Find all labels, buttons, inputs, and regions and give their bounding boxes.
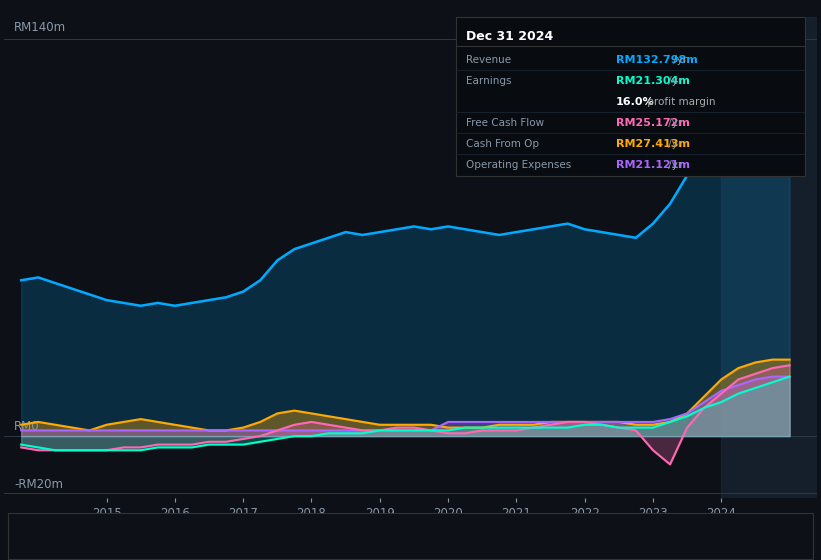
Text: ●: ●: [339, 530, 351, 543]
Text: -RM20m: -RM20m: [14, 478, 63, 491]
Text: Free Cash Flow: Free Cash Flow: [466, 118, 544, 128]
Text: RM140m: RM140m: [14, 21, 67, 34]
Text: /yr: /yr: [665, 139, 682, 149]
Text: Revenue: Revenue: [51, 531, 99, 542]
Text: ●: ●: [495, 530, 507, 543]
Text: Operating Expenses: Operating Expenses: [675, 531, 787, 542]
Text: Cash From Op: Cash From Op: [466, 139, 539, 149]
Text: RM27.413m: RM27.413m: [616, 139, 690, 149]
Text: /yr: /yr: [670, 55, 687, 65]
Text: ●: ●: [183, 530, 195, 543]
Text: profit margin: profit margin: [644, 97, 716, 107]
Text: Earnings: Earnings: [466, 76, 511, 86]
Text: Operating Expenses: Operating Expenses: [466, 160, 571, 170]
Text: /yr: /yr: [665, 76, 682, 86]
Text: Revenue: Revenue: [466, 55, 511, 65]
Text: /yr: /yr: [665, 118, 682, 128]
Text: /yr: /yr: [665, 160, 682, 170]
Text: RM0: RM0: [14, 420, 40, 433]
Text: Cash From Op: Cash From Op: [519, 531, 597, 542]
Text: ●: ●: [651, 530, 663, 543]
Text: RM21.121m: RM21.121m: [616, 160, 690, 170]
Text: Free Cash Flow: Free Cash Flow: [363, 531, 447, 542]
Text: ●: ●: [27, 530, 39, 543]
Text: RM25.172m: RM25.172m: [616, 118, 690, 128]
Text: Dec 31 2024: Dec 31 2024: [466, 30, 553, 44]
Text: RM132.798m: RM132.798m: [616, 55, 698, 65]
Text: 16.0%: 16.0%: [616, 97, 654, 107]
Bar: [722, 17, 817, 498]
Text: Earnings: Earnings: [207, 531, 255, 542]
Text: RM21.304m: RM21.304m: [616, 76, 690, 86]
